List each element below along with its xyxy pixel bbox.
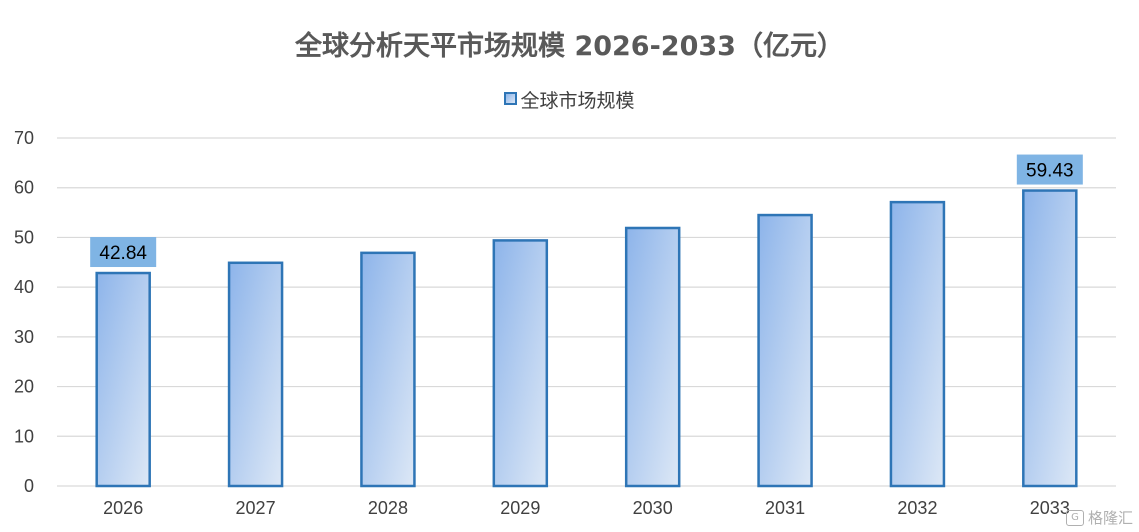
x-tick-label: 2028 [368, 498, 408, 518]
x-tick-label: 2027 [236, 498, 276, 518]
bar-2031 [757, 213, 813, 488]
bar-2027 [227, 261, 284, 488]
chart-title: 全球分析天平市场规模 2026-2033（亿元） [295, 31, 844, 62]
bar-2030 [624, 226, 681, 488]
watermark: G 格隆汇 [1065, 507, 1133, 528]
y-tick-label: 40 [14, 277, 34, 297]
bar-2028 [360, 251, 416, 488]
gelonghui-logo-icon: G [1065, 509, 1084, 526]
y-tick-label: 60 [14, 178, 34, 198]
y-tick-label: 50 [14, 227, 34, 247]
y-tick-label: 20 [14, 377, 34, 397]
watermark-text: 格隆汇 [1087, 509, 1133, 527]
x-tick-label: 2033 [1030, 498, 1070, 518]
x-tick-label: 2030 [633, 498, 673, 518]
data-label-box [90, 237, 157, 268]
x-tick-label: 2026 [103, 498, 143, 518]
x-tick-label: 2031 [765, 498, 805, 518]
legend-label: 全球市场规模 [520, 90, 635, 112]
y-tick-label: 10 [14, 426, 34, 446]
legend-swatch-icon [504, 92, 518, 105]
bar-2026 [95, 271, 151, 488]
x-tick-label: 2032 [897, 498, 937, 518]
bar-2029 [492, 239, 549, 488]
y-tick-label: 30 [14, 327, 34, 347]
chart-legend: 全球市场规模 [0, 86, 1139, 113]
data-label-box [1016, 154, 1083, 185]
data-label: 59.43 [1026, 161, 1074, 182]
x-tick-label: 2029 [500, 498, 540, 518]
bar-2033 [1022, 189, 1078, 488]
y-tick-label: 70 [14, 128, 34, 148]
y-tick-label: 0 [24, 476, 34, 496]
bar-2032 [889, 200, 946, 488]
data-label: 42.84 [99, 243, 147, 264]
